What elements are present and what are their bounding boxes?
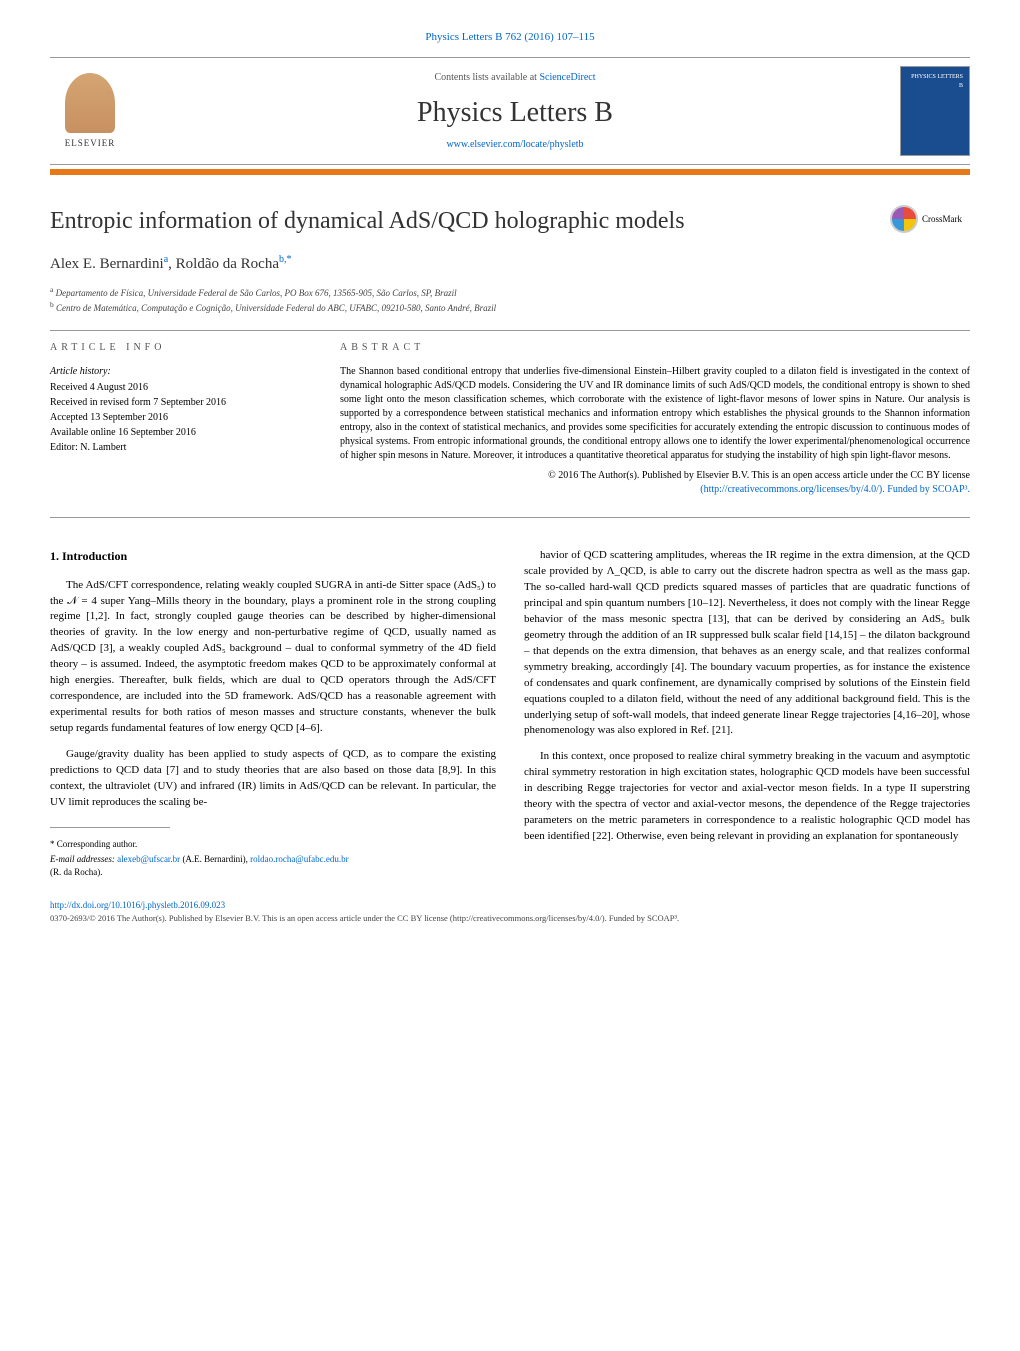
divider — [50, 330, 970, 331]
paragraph: havior of QCD scattering amplitudes, whe… — [524, 548, 970, 739]
section-heading: 1. Introduction — [50, 548, 496, 565]
history-label: Article history: — [50, 365, 310, 379]
footer-copyright: 0370-2693/© 2016 The Author(s). Publishe… — [50, 913, 970, 925]
author-1-affil[interactable]: a — [164, 254, 168, 265]
email-block: E-mail addresses: alexeb@ufscar.br (A.E.… — [50, 853, 496, 879]
affiliations: a Departamento de Física, Universidade F… — [50, 285, 970, 314]
elsevier-label: ELSEVIER — [65, 137, 116, 150]
email-link-1[interactable]: alexeb@ufscar.br — [117, 854, 180, 864]
cover-text: PHYSICS LETTERS B — [907, 73, 963, 90]
paragraph: Gauge/gravity duality has been applied t… — [50, 747, 496, 811]
column-left: 1. Introduction The AdS/CFT corresponden… — [50, 548, 496, 879]
license-link[interactable]: (http://creativecommons.org/licenses/by/… — [700, 484, 970, 495]
accent-bar — [50, 169, 970, 175]
journal-cover-thumbnail[interactable]: PHYSICS LETTERS B — [900, 66, 970, 156]
author-2: Roldão da Rocha — [176, 256, 279, 272]
divider-2 — [50, 517, 970, 518]
online-date: Available online 16 September 2016 — [50, 426, 310, 440]
email-link-2[interactable]: roldao.rocha@ufabc.edu.br — [250, 854, 349, 864]
author-2-affil[interactable]: b,* — [279, 254, 292, 265]
affiliation-b: Centro de Matemática, Computação e Cogni… — [56, 303, 496, 313]
abstract-copyright: © 2016 The Author(s). Published by Elsev… — [340, 469, 970, 497]
journal-reference: Physics Letters B 762 (2016) 107–115 — [50, 30, 970, 45]
section-title: Introduction — [62, 549, 127, 563]
copyright-line: © 2016 The Author(s). Published by Elsev… — [340, 469, 970, 483]
paragraph: In this context, once proposed to realiz… — [524, 749, 970, 845]
abstract-block: ABSTRACT The Shannon based conditional e… — [340, 341, 970, 497]
section-number: 1. — [50, 549, 59, 563]
email-label: E-mail addresses: — [50, 854, 115, 864]
abstract-heading: ABSTRACT — [340, 341, 970, 355]
crossmark-badge[interactable]: CrossMark — [890, 205, 970, 233]
journal-header: ELSEVIER Contents lists available at Sci… — [50, 57, 970, 165]
corresponding-author: * Corresponding author. — [50, 838, 496, 851]
column-right: havior of QCD scattering amplitudes, whe… — [524, 548, 970, 879]
email-name-2: (R. da Rocha). — [50, 866, 496, 879]
elsevier-tree-icon — [65, 73, 115, 133]
crossmark-icon — [890, 205, 918, 233]
editor-line: Editor: N. Lambert — [50, 441, 310, 455]
sciencedirect-link[interactable]: ScienceDirect — [539, 72, 595, 83]
contents-prefix: Contents lists available at — [434, 72, 539, 83]
paragraph: The AdS/CFT correspondence, relating wea… — [50, 578, 496, 737]
author-1: Alex E. Bernardini — [50, 256, 164, 272]
journal-url[interactable]: www.elsevier.com/locate/physletb — [130, 138, 900, 152]
elsevier-logo[interactable]: ELSEVIER — [50, 66, 130, 156]
accepted-date: Accepted 13 September 2016 — [50, 411, 310, 425]
header-center: Contents lists available at ScienceDirec… — [130, 71, 900, 152]
doi-link[interactable]: http://dx.doi.org/10.1016/j.physletb.201… — [50, 899, 970, 912]
abstract-text: The Shannon based conditional entropy th… — [340, 365, 970, 463]
journal-title: Physics Letters B — [130, 93, 900, 132]
revised-date: Received in revised form 7 September 201… — [50, 396, 310, 410]
article-title: Entropic information of dynamical AdS/QC… — [50, 205, 890, 239]
contents-line: Contents lists available at ScienceDirec… — [130, 71, 900, 85]
affiliation-a: Departamento de Física, Universidade Fed… — [56, 288, 457, 298]
received-date: Received 4 August 2016 — [50, 381, 310, 395]
article-info-heading: ARTICLE INFO — [50, 341, 310, 355]
footnote-separator — [50, 827, 170, 834]
article-info-block: ARTICLE INFO Article history: Received 4… — [50, 341, 310, 497]
author-list: Alex E. Bernardinia, Roldão da Rochab,* — [50, 253, 970, 275]
crossmark-label: CrossMark — [922, 213, 962, 226]
email-name-1: (A.E. Bernardini), — [182, 854, 247, 864]
body-columns: 1. Introduction The AdS/CFT corresponden… — [50, 548, 970, 879]
